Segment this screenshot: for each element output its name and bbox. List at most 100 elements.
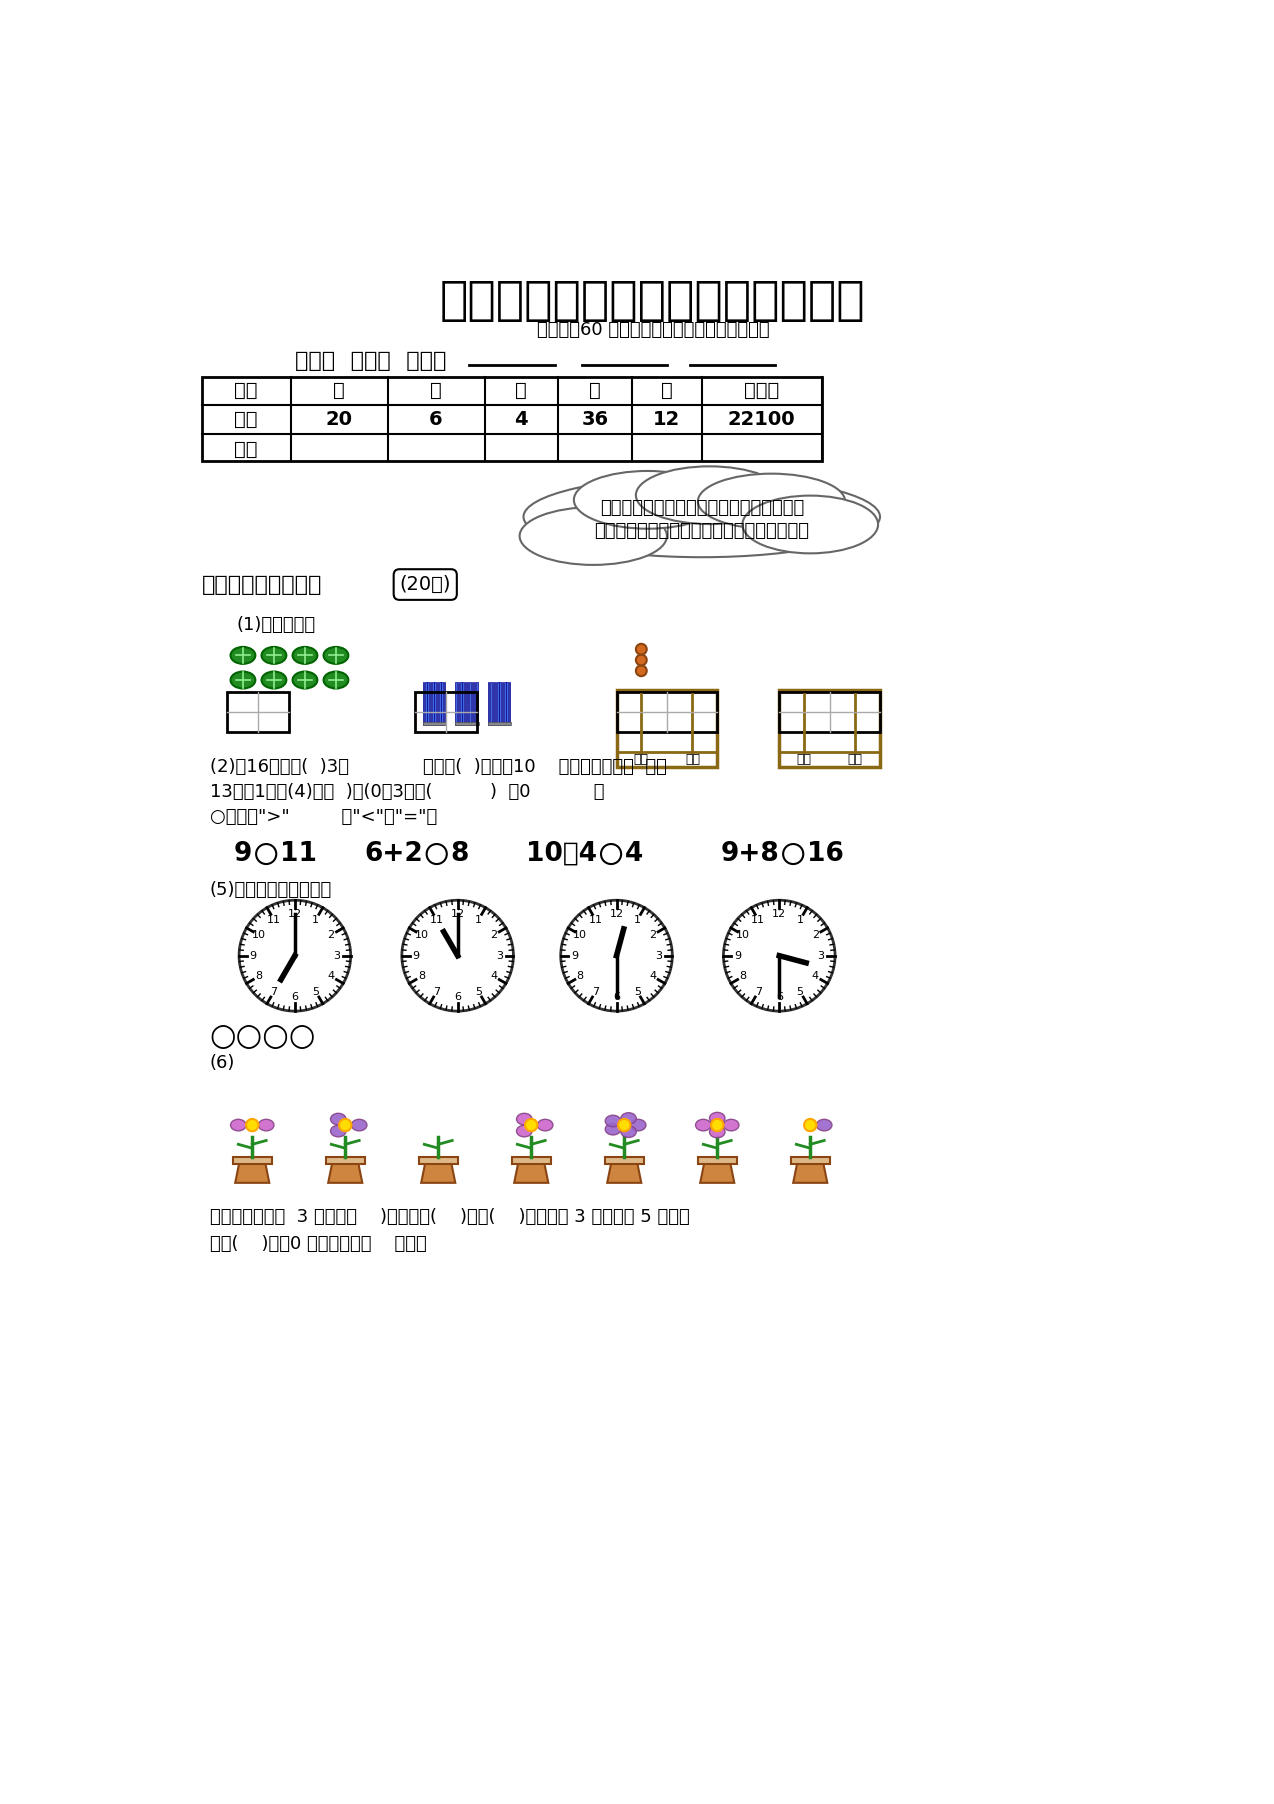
Text: 五: 五 [661,381,673,400]
Text: 10－4: 10－4 [526,841,598,868]
Polygon shape [794,1164,827,1183]
Ellipse shape [724,1118,739,1131]
Ellipse shape [293,671,317,689]
Ellipse shape [631,1118,646,1131]
Circle shape [455,953,460,958]
Text: 7: 7 [592,987,599,996]
Text: 三: 三 [515,381,527,400]
Text: 9: 9 [571,951,578,962]
Bar [617,693,717,732]
Text: 个位: 个位 [685,752,699,767]
Text: 1: 1 [475,915,482,925]
Bar [434,682,436,725]
Text: (5)、看钟表，填写时间: (5)、看钟表，填写时间 [210,880,331,898]
Text: 花溪小学一年级上册数学期末试卷: 花溪小学一年级上册数学期末试卷 [440,278,866,323]
Text: 个位: 个位 [847,752,862,767]
Ellipse shape [817,1118,832,1131]
Bar [488,682,489,725]
Bar [427,682,429,725]
Text: 4: 4 [327,972,335,981]
Text: 2: 2 [327,929,335,940]
Circle shape [561,900,673,1010]
Text: 5: 5 [796,987,804,996]
Text: 9: 9 [234,841,252,868]
Text: 7: 7 [754,987,762,996]
Text: 12: 12 [654,410,680,429]
Text: 5: 5 [312,987,320,996]
Text: 6+2: 6+2 [364,841,423,868]
Ellipse shape [259,1118,274,1131]
Text: 4: 4 [812,972,819,981]
Text: 9+8: 9+8 [721,841,780,868]
Text: 10: 10 [573,929,587,940]
Text: 吧。相信你必定能解决下边的问题，加油哦！: 吧。相信你必定能解决下边的问题，加油哦！ [594,521,809,539]
Text: 7: 7 [433,987,441,996]
Bar [494,682,497,725]
Text: 8: 8 [418,972,426,981]
Text: 5: 5 [634,987,641,996]
Bar [426,682,427,725]
Ellipse shape [516,1113,533,1126]
Text: 一: 一 [334,381,345,400]
Text: 二: 二 [431,381,442,400]
Text: 个十和(  )个一：10    个一就是一个（  ）。: 个十和( )个一：10 个一就是一个（ ）。 [423,758,666,776]
Text: 十位: 十位 [796,752,812,767]
Ellipse shape [605,1124,620,1135]
Text: 10: 10 [736,929,750,940]
Ellipse shape [261,648,287,664]
Text: 10: 10 [414,929,428,940]
Text: 8: 8 [577,972,583,981]
Circle shape [636,655,647,666]
Text: ○里填上">"         、"<"或"="。: ○里填上">" 、"<"或"="。 [210,808,437,826]
Text: 3: 3 [818,951,824,962]
Text: 4: 4 [490,972,497,981]
Bar [201,377,822,462]
Circle shape [401,900,513,1010]
Bar [512,1158,550,1164]
Bar [326,1158,364,1164]
Bar [505,682,506,725]
Circle shape [636,644,647,655]
Text: 2: 2 [812,929,819,940]
Ellipse shape [516,1126,533,1137]
Text: (1)、看图写数: (1)、看图写数 [237,615,316,633]
Text: 9: 9 [250,951,256,962]
Ellipse shape [520,507,666,565]
Text: 1: 1 [796,915,804,925]
Polygon shape [329,1164,362,1183]
Bar [780,693,880,732]
Polygon shape [608,1164,641,1183]
Text: 3: 3 [496,951,503,962]
Circle shape [724,900,834,1010]
Circle shape [525,1118,538,1131]
Text: 1: 1 [634,915,641,925]
Text: 3: 3 [334,951,340,962]
Ellipse shape [743,496,878,554]
Bar [440,682,441,725]
Ellipse shape [696,1118,711,1131]
Text: 8: 8 [451,841,469,868]
Bar [499,682,501,725]
Circle shape [618,1118,631,1131]
Bar [502,682,503,725]
Text: 10: 10 [252,929,266,940]
Text: 十位: 十位 [633,752,648,767]
Text: 2: 2 [650,929,656,940]
Ellipse shape [293,648,317,664]
Bar [497,682,498,725]
Text: 是第(    )盆；0 朵花的是第（    ）盆。: 是第( )盆；0 朵花的是第（ ）盆。 [210,1236,427,1254]
Ellipse shape [324,648,348,664]
Bar [471,682,473,725]
Ellipse shape [620,1113,636,1124]
Text: 4: 4 [626,841,643,868]
Text: 12: 12 [288,909,302,918]
Text: 6: 6 [429,410,443,429]
Ellipse shape [636,467,784,525]
Text: 6: 6 [292,992,298,1003]
Bar [457,682,459,725]
Text: (2)、16里面有(  )3、: (2)、16里面有( )3、 [210,758,349,776]
Ellipse shape [538,1118,553,1131]
Ellipse shape [352,1118,367,1131]
Bar [474,682,475,725]
Text: 20: 20 [326,410,353,429]
